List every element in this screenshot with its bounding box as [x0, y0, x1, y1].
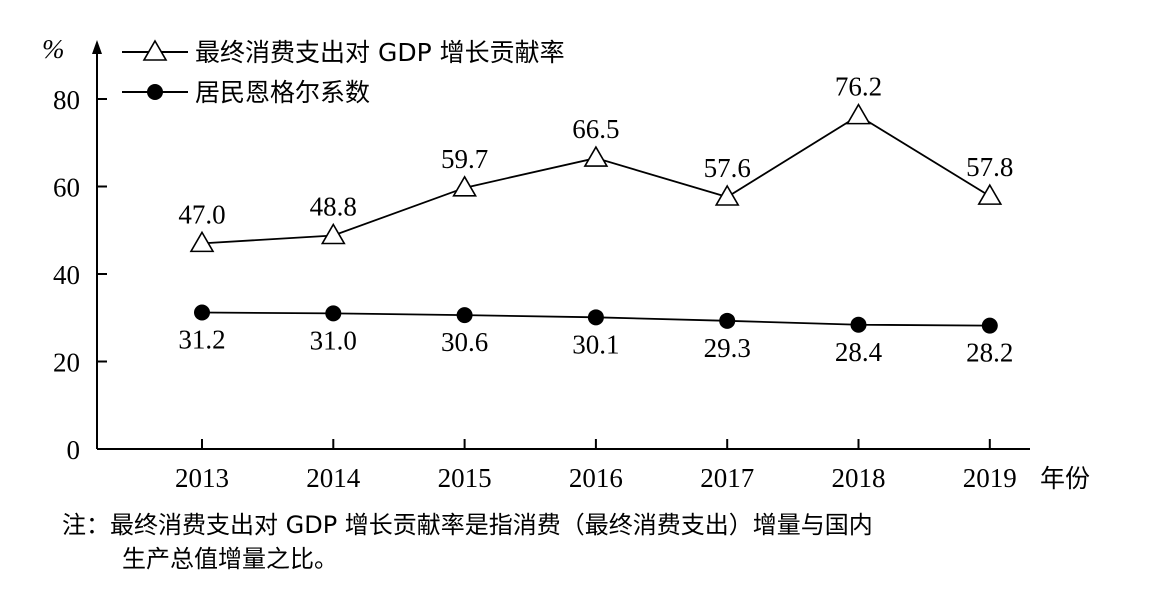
- data-label: 28.2: [966, 338, 1013, 368]
- data-label: 47.0: [178, 199, 225, 229]
- data-label: 30.1: [572, 329, 619, 359]
- data-label: 28.4: [835, 337, 883, 367]
- data-point-triangle: [452, 175, 477, 197]
- data-point-circle: [850, 316, 867, 333]
- data-point-triangle: [320, 222, 346, 245]
- axes: % 0 20 40 60 80 2013 2014 2015 2016 2017 2018 2019 年份: [42, 34, 1090, 493]
- y-axis-label: %: [42, 34, 65, 64]
- plot-area: 47.0 48.8 59.7 66.5 57.6 76.2 57.8 31.2 31.0 30.6…: [178, 72, 1013, 368]
- x-axis-label: 年份: [1040, 464, 1090, 493]
- data-label: 31.2: [178, 325, 225, 355]
- data-point-circle: [325, 305, 342, 322]
- data-point-triangle: [189, 230, 215, 253]
- series-engel-coefficient: 31.2 31.0 30.6 30.1 29.3 28.4 28.2: [178, 304, 1013, 368]
- x-tick-label: 2015: [438, 463, 492, 493]
- legend-label: 居民恩格尔系数: [195, 78, 370, 107]
- x-tick-label: 2014: [306, 463, 361, 493]
- data-label: 29.3: [704, 333, 751, 363]
- data-label: 31.0: [310, 325, 357, 355]
- y-tick-label: 60: [53, 173, 80, 203]
- y-tick-label: 40: [53, 260, 80, 290]
- x-tick-label: 2017: [700, 463, 754, 493]
- y-tick-label: 20: [53, 348, 80, 378]
- data-point-circle: [719, 312, 736, 329]
- data-label: 30.6: [441, 327, 488, 357]
- data-label: 48.8: [310, 192, 357, 222]
- data-label: 66.5: [572, 114, 619, 144]
- legend-triangle-marker: [142, 39, 168, 61]
- data-label: 57.6: [704, 153, 751, 183]
- data-point-triangle: [583, 145, 609, 167]
- x-tick-label: 2019: [963, 463, 1017, 493]
- data-point-triangle: [977, 183, 1003, 205]
- series-gdp-contribution: 47.0 48.8 59.7 66.5 57.6 76.2 57.8: [178, 72, 1013, 253]
- legend-label: 最终消费支出对 GDP 增长贡献率: [195, 38, 565, 67]
- data-point-circle: [981, 317, 998, 334]
- legend-circle-marker: [147, 84, 163, 100]
- y-tick-label: 80: [53, 85, 80, 115]
- data-label: 76.2: [835, 72, 882, 102]
- y-axis-arrow-icon: [92, 40, 102, 54]
- footnote-line-1: 注：最终消费支出对 GDP 增长贡献率是指消费（最终消费支出）增量与国内: [62, 511, 873, 539]
- data-label: 59.7: [441, 144, 488, 174]
- data-point-triangle: [846, 103, 871, 125]
- footnote-line-2: 生产总值增量之比。: [122, 545, 338, 573]
- x-tick-label: 2018: [832, 463, 886, 493]
- data-point-circle: [456, 307, 473, 324]
- footnote: 注：最终消费支出对 GDP 增长贡献率是指消费（最终消费支出）增量与国内 生产总…: [62, 508, 873, 576]
- data-label: 57.8: [966, 152, 1013, 182]
- data-point-circle: [587, 309, 604, 326]
- y-tick-label: 0: [67, 435, 81, 465]
- x-tick-label: 2016: [569, 463, 623, 493]
- data-point-triangle: [714, 184, 740, 206]
- x-tick-label: 2013: [175, 463, 229, 493]
- data-point-circle: [194, 304, 210, 321]
